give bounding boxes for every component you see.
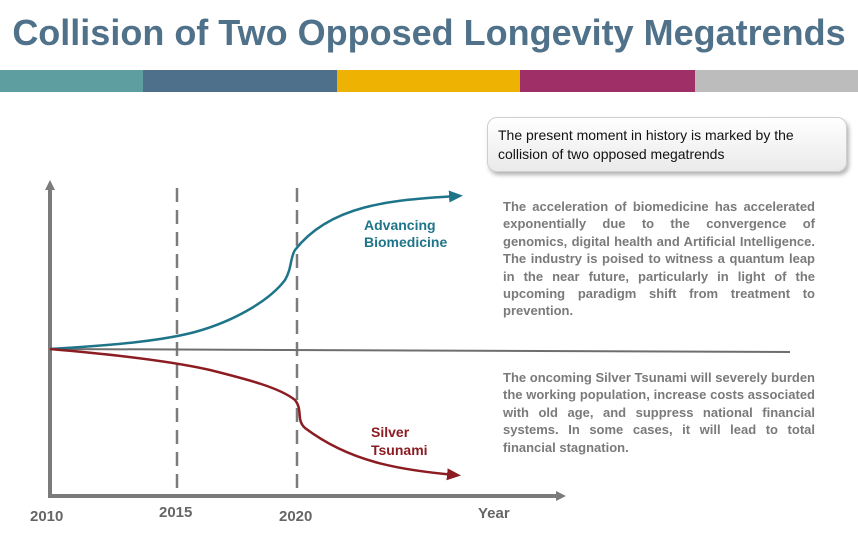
silver-label-line1: Silver <box>371 424 410 440</box>
baseline <box>49 348 791 353</box>
color-bar-gold <box>337 70 520 92</box>
tick-label-2015: 2015 <box>159 504 192 521</box>
tick-label-2010: 2010 <box>30 508 63 525</box>
silver-tsunami-curve <box>49 347 461 481</box>
x-axis-title: Year <box>478 505 510 522</box>
callout-box: The present moment in history is marked … <box>487 117 847 172</box>
callout-text: The present moment in history is marked … <box>498 127 794 162</box>
advancing-biomedicine-curve <box>49 190 463 351</box>
silver-label-line2: Tsunami <box>371 442 428 458</box>
silver-tsunami-paragraph: The oncoming Silver Tsunami will severel… <box>503 370 815 455</box>
color-bar-magenta <box>520 70 695 92</box>
advancing-label-line1: Advancing <box>364 217 436 233</box>
color-bar-gray <box>695 70 858 92</box>
biomedicine-paragraph: The acceleration of biomedicine has acce… <box>503 199 815 319</box>
color-bar-slate <box>143 70 337 92</box>
advancing-label-line2: Biomedicine <box>364 234 447 250</box>
page-title: Collision of Two Opposed Longevity Megat… <box>12 12 846 53</box>
tick-label-2020: 2020 <box>279 508 312 525</box>
color-bar-teal <box>0 70 143 92</box>
